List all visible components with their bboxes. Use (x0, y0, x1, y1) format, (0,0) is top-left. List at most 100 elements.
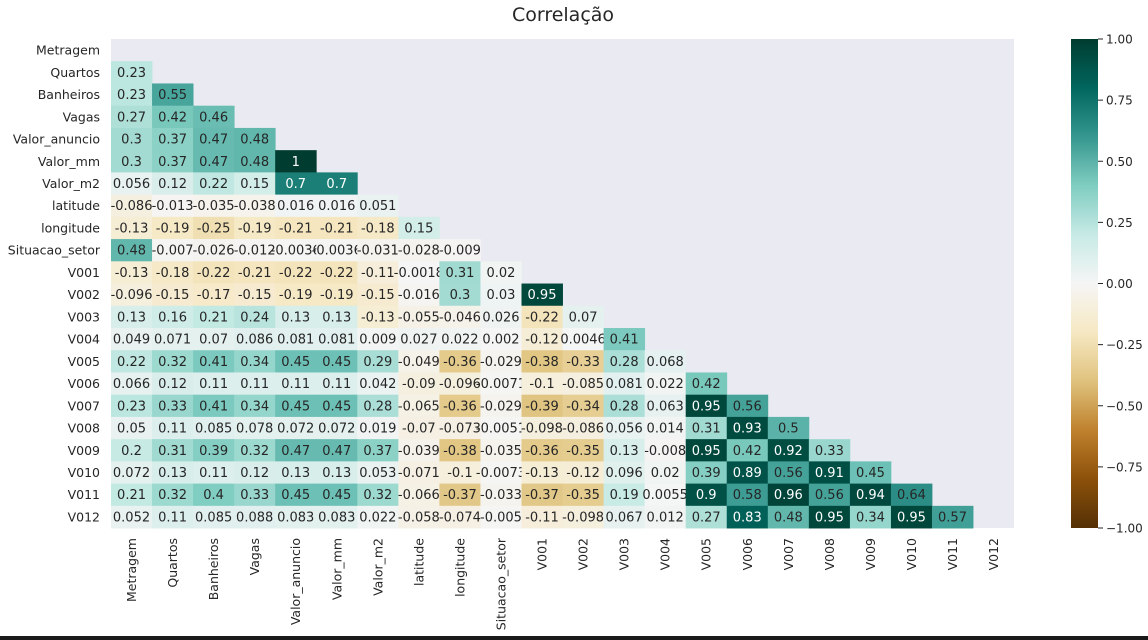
cell-value-label: 0.15 (240, 177, 269, 192)
heatmap-cell (480, 327, 522, 351)
cell-value-label: 0.42 (733, 444, 762, 459)
row-label: V001 (68, 265, 100, 280)
cell-value-label: 0.081 (606, 377, 643, 392)
heatmap-cell (521, 416, 563, 440)
heatmap-cell (111, 305, 153, 329)
column-label: Vagas (247, 538, 262, 575)
cell-value-label: 0.32 (158, 355, 187, 370)
cell-value-label: 0.45 (281, 355, 310, 370)
cell-value-label: 0.083 (318, 510, 355, 525)
heatmap-cell (439, 350, 481, 373)
cell-value-label: 0.11 (240, 377, 269, 392)
heatmap-cell (357, 305, 399, 329)
cell-value-label: 0.052 (113, 510, 150, 525)
heatmap-cell (316, 372, 358, 396)
cell-value-label: 0.11 (158, 510, 187, 525)
column-label: V007 (781, 538, 796, 570)
heatmap-cell (398, 416, 440, 440)
heatmap-cell (111, 350, 153, 373)
cell-value-label: 0.9 (696, 488, 717, 503)
heatmap-cell (316, 239, 358, 262)
heatmap-cell (849, 505, 892, 529)
cell-value-label: 0.56 (733, 399, 762, 414)
heatmap-cell (316, 194, 358, 218)
row-label: V002 (68, 287, 100, 302)
cell-value-label: -0.0036 (312, 244, 362, 259)
cell-value-label: 0.37 (158, 133, 187, 148)
heatmap-cell (726, 394, 769, 418)
cell-value-label: -0.22 (525, 310, 559, 325)
column-label: V010 (904, 538, 919, 570)
heatmap-cell (357, 483, 399, 507)
heatmap-cell (152, 83, 194, 107)
heatmap-cell (275, 416, 317, 440)
heatmap-cell (890, 483, 933, 507)
column-label: V012 (986, 538, 1001, 570)
cell-value-label: 0.085 (195, 510, 232, 525)
heatmap-cell (480, 350, 522, 373)
cell-value-label: 0.56 (815, 488, 844, 503)
cell-value-label: 0.34 (856, 510, 885, 525)
heatmap-cell (316, 216, 358, 240)
cell-value-label: 0.45 (322, 399, 351, 414)
cell-value-label: 0.45 (856, 466, 885, 481)
cell-value-label: 0.29 (363, 355, 392, 370)
cell-value-label: -0.21 (279, 221, 313, 236)
column-label: Valor_mm (329, 538, 344, 600)
cell-value-label: 0.23 (117, 88, 146, 103)
cell-value-label: -0.098 (521, 422, 563, 437)
heatmap-cell (439, 416, 481, 440)
heatmap-cell (849, 461, 892, 484)
row-label: Banheiros (38, 87, 100, 102)
cell-value-label: 0.009 (359, 333, 396, 348)
heatmap-cell (521, 505, 563, 529)
cell-value-label: 0.47 (281, 444, 310, 459)
heatmap-cell (357, 327, 399, 351)
heatmap-cell (234, 394, 276, 418)
heatmap-cell (439, 461, 481, 484)
cell-value-label: 0.89 (733, 466, 762, 481)
cell-value-label: 0.23 (117, 399, 146, 414)
heatmap-cell (234, 327, 276, 351)
column-label: latitude (411, 538, 426, 586)
cell-value-label: 0.95 (692, 399, 721, 414)
heatmap-cell (767, 416, 810, 440)
heatmap-cell (111, 416, 153, 440)
heatmap-cell (193, 261, 235, 284)
cell-value-label: 0.13 (117, 310, 146, 325)
heatmap-cell (111, 127, 153, 151)
heatmap-cell (234, 372, 276, 396)
cell-value-label: 0.28 (610, 355, 639, 370)
cell-value-label: -0.36 (443, 355, 477, 370)
cell-value-label: 0.93 (733, 422, 762, 437)
heatmap-cell (480, 461, 522, 484)
cell-value-label: -0.066 (398, 488, 440, 503)
heatmap-cell (644, 416, 687, 440)
cell-value-label: 0.58 (733, 488, 762, 503)
cell-value-label: -0.34 (566, 399, 600, 414)
cell-value-label: 0.21 (199, 310, 228, 325)
heatmap-cell (398, 216, 440, 240)
window-bottom-edge (0, 636, 1148, 640)
cell-value-label: 0.31 (445, 266, 474, 281)
heatmap-cell (562, 372, 604, 396)
cell-value-label: 0.19 (610, 488, 639, 503)
heatmap-cell (521, 372, 563, 396)
heatmap-cell (644, 483, 687, 507)
heatmap-cell (726, 483, 769, 507)
cell-value-label: -0.36 (443, 399, 477, 414)
cell-value-label: 0.12 (158, 177, 187, 192)
cell-value-label: 0.11 (281, 377, 310, 392)
heatmap-cell (603, 372, 646, 396)
heatmap-cell (480, 305, 522, 329)
cell-value-label: 0.34 (240, 399, 269, 414)
heatmap-cell (398, 461, 440, 484)
cell-value-label: 0.64 (897, 488, 926, 503)
heatmap-cell (644, 505, 687, 529)
cell-value-label: 0.41 (610, 333, 639, 348)
cell-value-label: 0.012 (647, 510, 684, 525)
row-label: V012 (68, 509, 100, 524)
heatmap-cell (316, 350, 358, 373)
cell-value-label: 0.83 (733, 510, 762, 525)
heatmap-cell (932, 505, 974, 529)
